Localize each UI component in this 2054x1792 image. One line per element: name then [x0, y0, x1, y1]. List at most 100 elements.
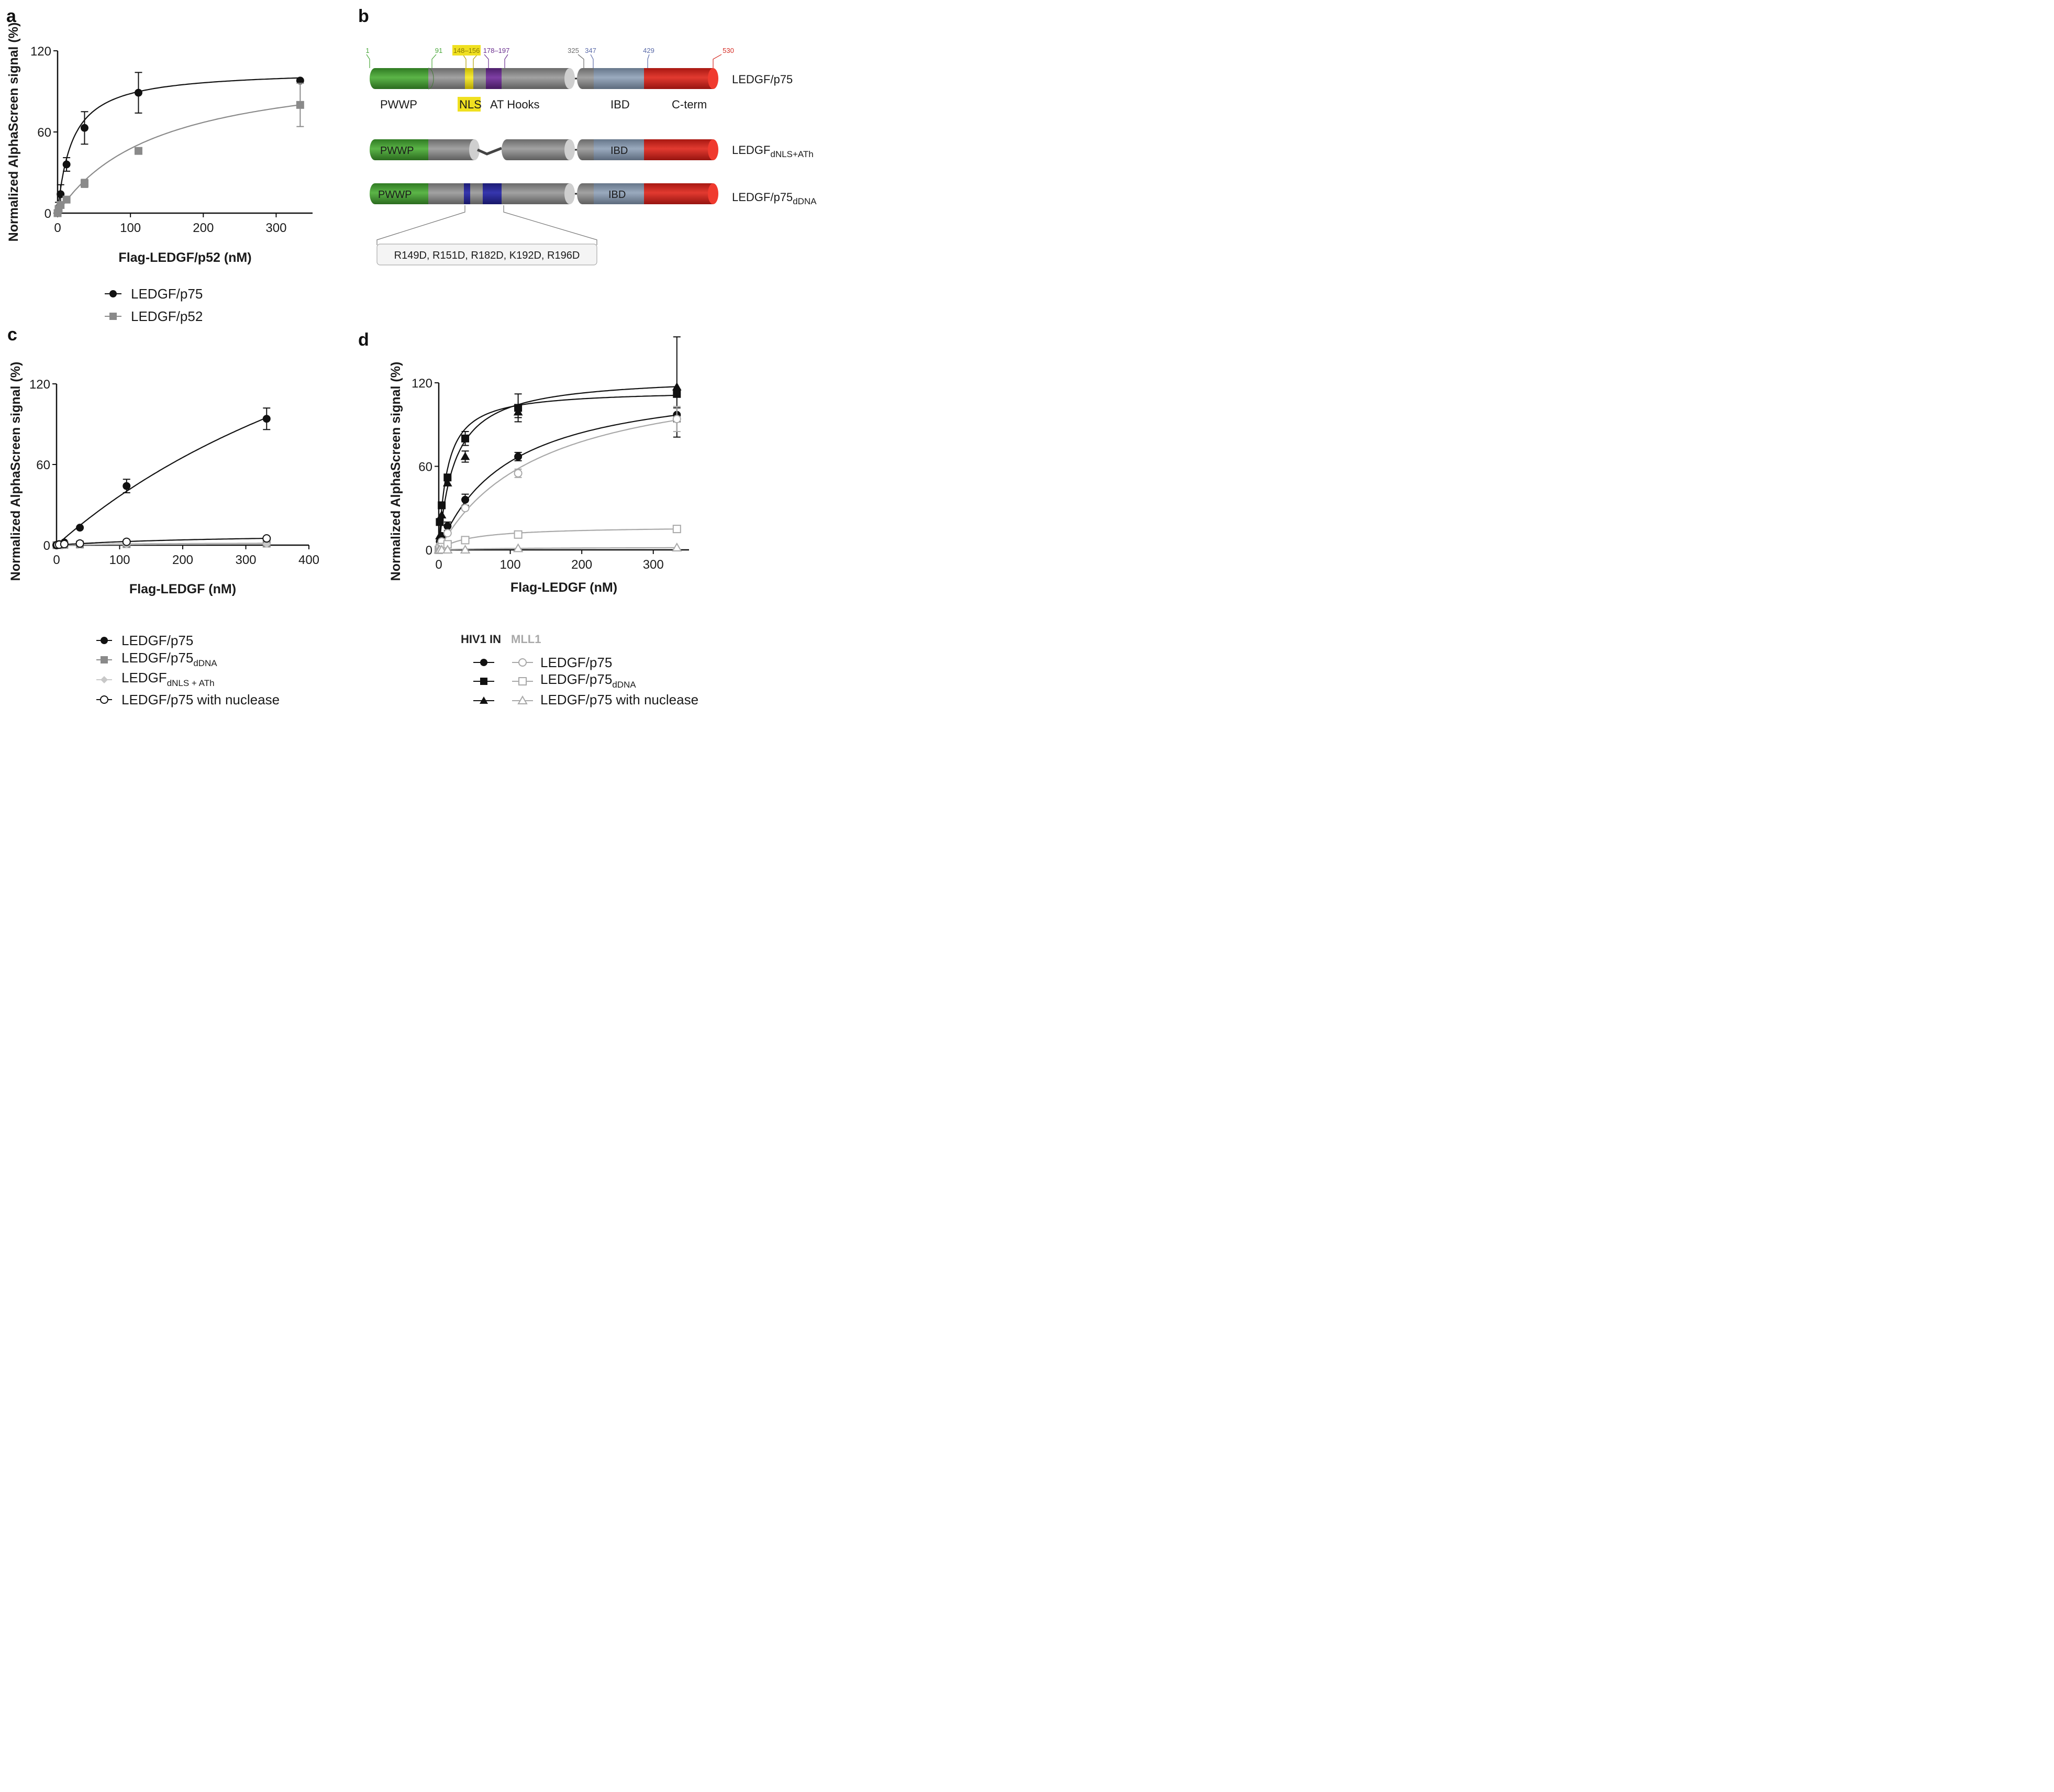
x-tick-label: 100	[120, 221, 141, 235]
construct-dnls: PWWP IBD	[370, 139, 718, 160]
res-148-highlight	[452, 45, 481, 56]
nls-segment	[465, 68, 473, 89]
point-mll1-ledgf-p75-with-nuclease-3	[442, 544, 453, 554]
fit-curve	[438, 528, 677, 550]
series-ledgf-p75	[53, 72, 304, 217]
fit-curve	[57, 104, 301, 214]
point-mll1-ledgf-p75ddna-4	[461, 536, 470, 545]
chart-c: 0 100 200 300 400 0 60 120 Flag-LEDGF (nM) Normal…	[8, 362, 319, 596]
point-hiv1-in-ledgf-p75-4	[461, 495, 470, 504]
point-ledgf-p52-5	[134, 147, 142, 155]
point-ledgf-p75-with-nuclease-6	[262, 534, 271, 543]
legend-marker-square	[101, 656, 108, 663]
domain-label-cterm: C-term	[672, 98, 707, 111]
x-tick-label: 300	[265, 221, 286, 235]
legend-d-header-mll: MLL1	[511, 633, 541, 646]
ibd-inner-label: IBD	[610, 145, 628, 157]
mutation-box	[376, 244, 597, 266]
x-tick-label: 200	[571, 558, 592, 572]
tick-148a	[462, 54, 467, 68]
tick-530	[713, 54, 722, 68]
point-mll1-ledgf-p75-with-nuclease-5	[513, 543, 524, 552]
point-ledgf-p75-5	[134, 89, 142, 97]
res-530: 530	[723, 47, 734, 54]
y-axis-label: Normalized AlphaScreen signal (%)	[6, 23, 21, 242]
res-178-197: 178–197	[483, 47, 510, 54]
fit-curve	[438, 386, 677, 550]
series-mll1-ledgf-p75	[435, 406, 681, 554]
x-tick-label: 400	[298, 553, 319, 567]
series-ledgf-p75-with-nuclease	[52, 534, 271, 549]
point-mll1-ledgf-p75-with-nuclease-6	[672, 542, 682, 552]
legend-c-item-2: LEDGF/p75dDNA	[121, 650, 217, 668]
domain-label-athooks: AT Hooks	[490, 98, 540, 111]
series-mll1-ledgf-p75-with-nuclease	[434, 542, 682, 554]
x-axis-label: Flag-LEDGF (nM)	[129, 582, 236, 596]
legend-c: LEDGF/p75 LEDGF/p75dDNA LEDGFdNLS + ATh …	[96, 633, 280, 707]
y-tick-label: 0	[426, 544, 432, 558]
construct-label-dnls: LEDGFdNLS+ATh	[732, 143, 814, 159]
res-148-156: 148–156	[453, 47, 480, 54]
mutation-band-1	[464, 183, 470, 204]
construct-full	[370, 68, 718, 90]
domain-label-pwwp: PWWP	[380, 98, 417, 111]
series-ledgf-p75	[52, 407, 271, 549]
legend-d-item-1: LEDGF/p75	[540, 655, 612, 670]
chart-d: 0 100 200 300 0 60 120 Flag-LEDGF (nM) Normalize…	[388, 336, 689, 595]
point-hiv1-in-ledgf-p75ddna-4	[461, 434, 470, 443]
point-ledgf-p75-2	[57, 190, 65, 198]
gray-cap-1	[564, 68, 575, 89]
point-hiv1-in-ledgf-p75-with-nuclease-3	[442, 478, 452, 486]
tick-178b	[504, 54, 508, 68]
deletion-linker	[476, 147, 502, 156]
series-hiv1-in-ledgf-p75	[435, 407, 681, 554]
x-tick-label: 200	[172, 553, 193, 567]
point-mll1-ledgf-p75-6	[672, 415, 681, 424]
mutation-list: R149D, R151D, R182D, K192D, R196D	[394, 250, 580, 261]
y-tick-label: 120	[30, 45, 51, 59]
point-hiv1-in-ledgf-p75-with-nuclease-5	[513, 407, 523, 416]
tick-325	[578, 54, 584, 68]
res-1: 1	[365, 47, 369, 54]
mutation-band-2	[483, 183, 502, 204]
point-ledgf-p75-4	[80, 124, 88, 132]
legend-marker-square	[109, 313, 117, 320]
x-tick-label: 0	[53, 553, 60, 567]
x-tick-label: 200	[193, 221, 214, 235]
point-mll1-ledgf-p75ddna-5	[514, 530, 523, 539]
x-tick-label: 0	[435, 558, 442, 572]
tick-347	[590, 54, 594, 68]
y-axis-label: Normalized AlphaScreen signal (%)	[8, 362, 23, 581]
pwwp-segment	[370, 68, 432, 89]
tick-178a	[484, 54, 489, 68]
y-tick-label: 0	[43, 539, 50, 553]
panel-label-b: b	[358, 6, 369, 26]
res-429: 429	[643, 47, 654, 54]
point-ledgf-p75-3	[62, 160, 71, 169]
legend-marker-circle	[480, 659, 487, 666]
chart-a: 0 100 200 300 0 60 120 Flag-LEDGF/p52 (nM) Norma…	[6, 23, 313, 265]
y-tick-label: 60	[418, 460, 432, 474]
point-ledgf-p52-4	[80, 179, 88, 187]
construct-ddna: PWWP IBD	[370, 183, 718, 204]
construct-label-full: LEDGF/p75	[732, 73, 793, 86]
x-tick-label: 300	[643, 558, 664, 572]
legend-d-item-2: LEDGF/p75dDNA	[540, 671, 636, 690]
tick-148b	[473, 54, 478, 68]
y-tick-label: 120	[412, 377, 432, 391]
nls-label-highlight	[458, 97, 481, 112]
point-ledgf-p52-6	[296, 101, 304, 109]
point-hiv1-in-ledgf-p75-5	[514, 452, 523, 461]
series-ledgf-p52	[53, 83, 304, 217]
residue-ticks	[366, 54, 722, 68]
point-hiv1-in-ledgf-p75-with-nuclease-6	[672, 382, 682, 391]
point-ledgf-p75-5	[123, 482, 131, 490]
point-hiv1-in-ledgf-p75-3	[443, 522, 452, 530]
legend-d-header-hiv: HIV1 IN	[461, 633, 501, 646]
point-mll1-ledgf-p75-3	[443, 529, 452, 538]
legend-c-item-1: LEDGF/p75	[121, 633, 193, 648]
legend-marker-open-circle	[518, 658, 527, 667]
point-mll1-ledgf-p75-with-nuclease-2	[436, 544, 447, 554]
legend-marker-open-triangle	[517, 695, 528, 704]
legend-a-item-2: LEDGF/p52	[131, 308, 203, 324]
